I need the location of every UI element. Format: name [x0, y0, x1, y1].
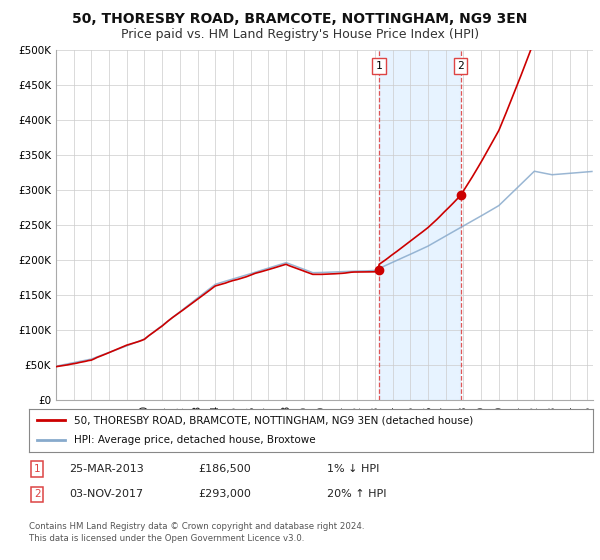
Text: 1: 1	[34, 464, 41, 474]
Text: 1% ↓ HPI: 1% ↓ HPI	[327, 464, 379, 474]
Text: 03-NOV-2017: 03-NOV-2017	[69, 489, 143, 500]
Text: 25-MAR-2013: 25-MAR-2013	[69, 464, 144, 474]
Text: 20% ↑ HPI: 20% ↑ HPI	[327, 489, 386, 500]
Text: Price paid vs. HM Land Registry's House Price Index (HPI): Price paid vs. HM Land Registry's House …	[121, 28, 479, 41]
Text: 50, THORESBY ROAD, BRAMCOTE, NOTTINGHAM, NG9 3EN: 50, THORESBY ROAD, BRAMCOTE, NOTTINGHAM,…	[73, 12, 527, 26]
Text: £186,500: £186,500	[198, 464, 251, 474]
Text: HPI: Average price, detached house, Broxtowe: HPI: Average price, detached house, Brox…	[74, 435, 316, 445]
Text: 2: 2	[457, 61, 464, 71]
Text: 1: 1	[376, 61, 382, 71]
Text: 50, THORESBY ROAD, BRAMCOTE, NOTTINGHAM, NG9 3EN (detached house): 50, THORESBY ROAD, BRAMCOTE, NOTTINGHAM,…	[74, 416, 473, 426]
Text: Contains HM Land Registry data © Crown copyright and database right 2024.
This d: Contains HM Land Registry data © Crown c…	[29, 522, 364, 543]
Text: 2: 2	[34, 489, 41, 500]
Text: £293,000: £293,000	[198, 489, 251, 500]
